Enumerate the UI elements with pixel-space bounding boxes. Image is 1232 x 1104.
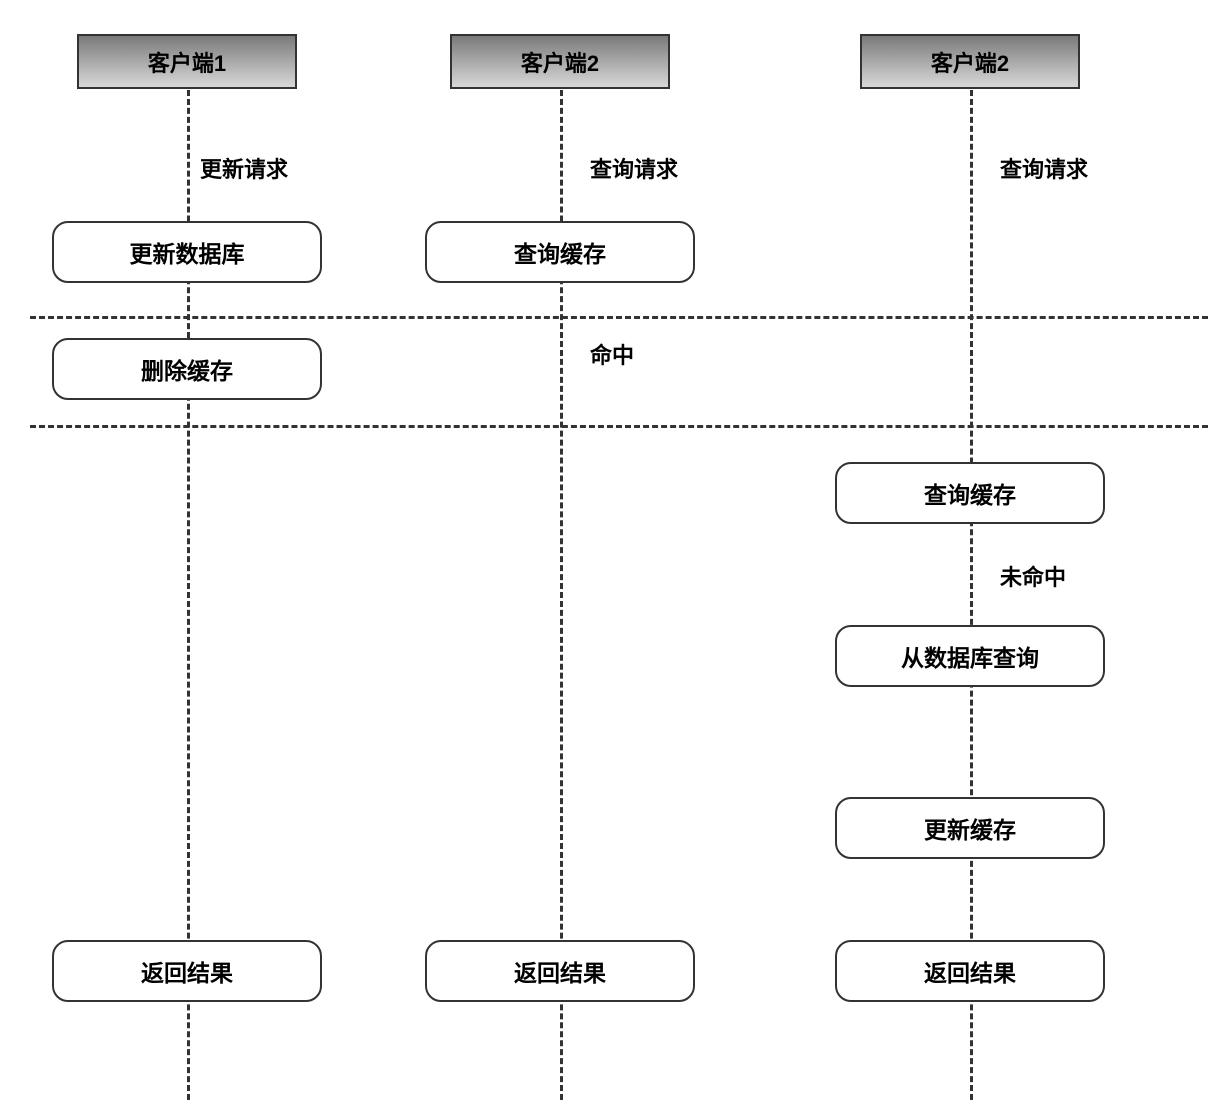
lane-header-label: 客户端1 (148, 46, 226, 78)
step-box-label: 查询缓存 (514, 235, 606, 269)
step-box-delete-cache: 删除缓存 (52, 338, 322, 400)
lane-header-1: 客户端2 (450, 34, 670, 89)
step-box-return-1: 返回结果 (425, 940, 695, 1002)
label-miss: 未命中 (1000, 560, 1066, 592)
step-box-update-cache: 更新缓存 (835, 797, 1105, 859)
lane-header-2: 客户端2 (860, 34, 1080, 89)
divider-1 (30, 425, 1208, 428)
step-box-label: 查询缓存 (924, 476, 1016, 510)
step-box-query-db: 从数据库查询 (835, 625, 1105, 687)
step-box-label: 更新缓存 (924, 811, 1016, 845)
diagram-container: 客户端1 客户端2 客户端2 更新数据库 查询缓存 删除缓存 查询缓存 从数据库… (0, 0, 1232, 1104)
step-box-label: 返回结果 (514, 954, 606, 988)
step-box-return-0: 返回结果 (52, 940, 322, 1002)
label-query-request-1: 查询请求 (590, 152, 678, 184)
lane-header-label: 客户端2 (931, 46, 1009, 78)
divider-0 (30, 316, 1208, 319)
step-box-label: 删除缓存 (141, 352, 233, 386)
label-query-request-2: 查询请求 (1000, 152, 1088, 184)
step-box-label: 更新数据库 (130, 235, 245, 269)
step-box-query-cache-1: 查询缓存 (425, 221, 695, 283)
label-hit: 命中 (590, 338, 634, 370)
lane-header-0: 客户端1 (77, 34, 297, 89)
lane-header-label: 客户端2 (521, 46, 599, 78)
step-box-label: 返回结果 (141, 954, 233, 988)
step-box-return-2: 返回结果 (835, 940, 1105, 1002)
label-update-request: 更新请求 (200, 152, 288, 184)
step-box-query-cache-2: 查询缓存 (835, 462, 1105, 524)
step-box-update-db: 更新数据库 (52, 221, 322, 283)
step-box-label: 返回结果 (924, 954, 1016, 988)
step-box-label: 从数据库查询 (901, 639, 1039, 673)
